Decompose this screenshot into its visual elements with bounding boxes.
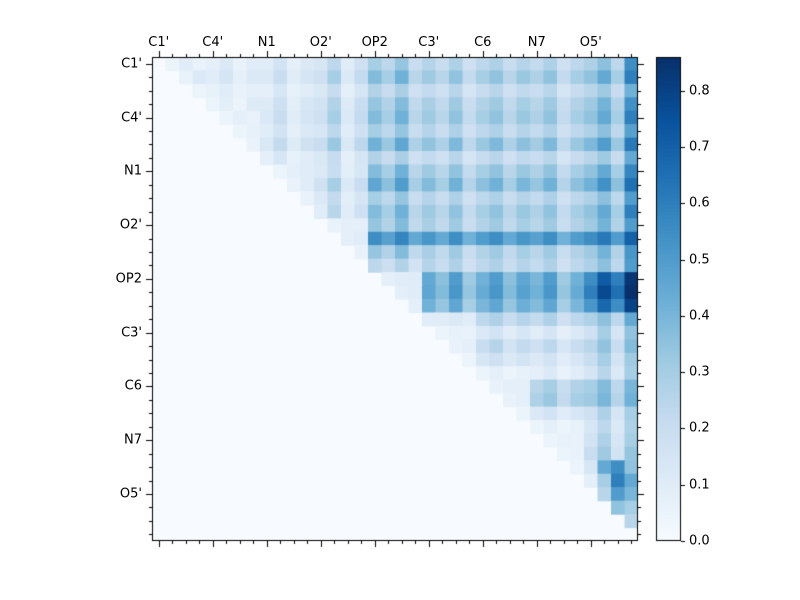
y-axis-label: O2' — [119, 217, 142, 233]
colorbar-tick-label: 0.8 — [689, 83, 710, 99]
colorbar-tick-label: 0.7 — [689, 139, 710, 155]
y-axis-label: C1' — [121, 56, 142, 72]
y-axis-label: N1 — [124, 163, 142, 179]
y-axis-label: OP2 — [115, 271, 142, 287]
y-axis-label: C3' — [121, 325, 142, 341]
y-axis-label: O5' — [119, 486, 142, 502]
x-axis-label: C3' — [418, 35, 440, 50]
colorbar-tick-label: 0.4 — [689, 308, 710, 324]
colorbar-tick-label: 0.6 — [689, 195, 710, 211]
x-axis-label: O5' — [579, 35, 602, 50]
colorbar-tick-label: 0.0 — [689, 533, 710, 549]
x-axis-label: C1' — [148, 35, 170, 50]
y-axis-label: C4' — [121, 110, 142, 125]
x-axis-label: OP2 — [361, 35, 388, 50]
x-axis-label: N1 — [257, 35, 276, 50]
x-axis-label: O2' — [309, 35, 332, 50]
colorbar-tick-label: 0.3 — [689, 364, 710, 380]
y-axis-label: N7 — [124, 432, 142, 448]
colorbar-tick-label: 0.1 — [689, 477, 710, 493]
x-axis-label: C6 — [474, 35, 492, 50]
x-axis-label: N7 — [527, 35, 546, 50]
colorbar-tick-label: 0.5 — [689, 252, 710, 268]
x-axis-label: C4' — [202, 35, 224, 50]
colorbar-tick-label: 0.2 — [689, 420, 710, 436]
y-axis-label: C6 — [124, 378, 142, 394]
